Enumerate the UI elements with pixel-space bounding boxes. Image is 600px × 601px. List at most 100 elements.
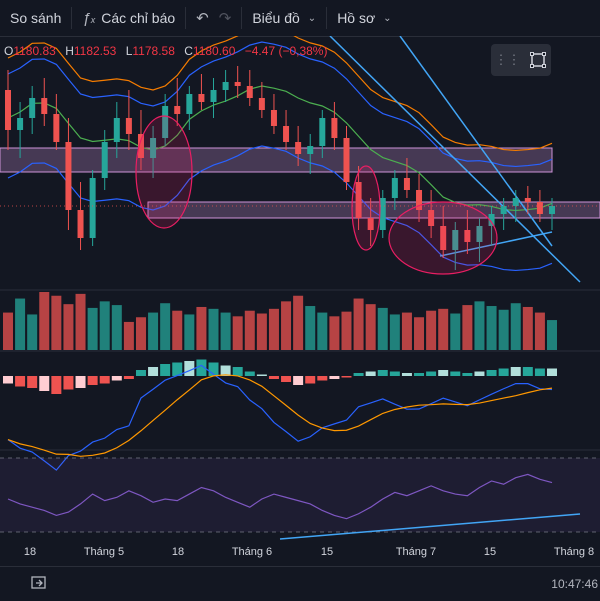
macd-histogram-bar xyxy=(232,367,243,376)
macd-histogram-bar xyxy=(438,370,449,376)
redo-icon: ↷ xyxy=(218,10,232,27)
macd-histogram-bar xyxy=(450,371,461,376)
macd-histogram-bar xyxy=(510,367,521,376)
resistance-zone xyxy=(0,147,553,173)
upper-band xyxy=(7,41,553,168)
volume-bar xyxy=(3,312,13,350)
macd-histogram-bar xyxy=(27,376,38,388)
toolbar-divider xyxy=(241,7,243,29)
time-axis[interactable]: 18 Tháng 5 18 Tháng 6 15 Tháng 7 15 Thán… xyxy=(0,540,600,566)
macd-histogram-bar xyxy=(268,376,279,379)
trend-line xyxy=(399,36,553,247)
undo-button[interactable]: ↶ xyxy=(186,0,219,36)
candle-body xyxy=(452,230,459,250)
fullscreen-icon[interactable] xyxy=(528,50,548,70)
rsi-trend-line xyxy=(279,513,581,540)
volume-bar xyxy=(462,305,473,350)
redo-button[interactable]: ↷ xyxy=(219,0,242,36)
macd-histogram-bar xyxy=(196,359,207,376)
macd-histogram-bar xyxy=(148,367,159,376)
candle-body xyxy=(295,142,302,154)
volume-bar xyxy=(329,316,340,350)
candle-body xyxy=(464,230,471,242)
candle-body xyxy=(162,106,169,138)
candle-body xyxy=(41,98,48,114)
candle-body xyxy=(355,182,362,218)
fx-icon: ƒx xyxy=(82,9,96,27)
trend-line xyxy=(329,36,581,283)
volume-bar xyxy=(123,321,134,350)
candle-body xyxy=(536,202,543,214)
candle-body xyxy=(65,142,72,210)
low-value: 1178.58 xyxy=(132,44,175,58)
compare-button[interactable]: So sánh xyxy=(0,0,71,36)
candle-body xyxy=(512,198,519,206)
time-label: 18 xyxy=(171,546,185,558)
macd-histogram-bar xyxy=(220,365,231,376)
highlight-ellipse xyxy=(388,201,498,275)
volume-bar xyxy=(401,312,412,350)
macd-histogram-bar xyxy=(111,376,122,381)
volume-bar xyxy=(486,306,497,350)
macd-histogram-bar xyxy=(51,376,62,394)
candle-body xyxy=(283,126,290,142)
undo-icon: ↶ xyxy=(196,10,209,27)
moving-average-orange xyxy=(7,36,553,152)
volume-bar xyxy=(341,311,352,350)
open-key: O xyxy=(4,44,14,58)
candle-body xyxy=(210,90,217,102)
price-chart[interactable] xyxy=(0,36,600,540)
volume-bar xyxy=(256,313,267,350)
candle-body xyxy=(89,178,96,238)
time-label: Tháng 8 xyxy=(553,546,595,558)
volume-bar xyxy=(547,320,557,350)
time-label: 15 xyxy=(320,546,334,558)
macd-histogram-bar xyxy=(414,373,425,376)
candle-body xyxy=(113,118,120,142)
candle-body xyxy=(137,134,144,158)
volume-bar xyxy=(498,309,509,350)
drag-handle-icon[interactable]: ⋮⋮ xyxy=(494,52,521,67)
profile-menu[interactable]: Hồ sơ ⌄ xyxy=(327,0,401,36)
volume-bar xyxy=(268,308,279,350)
indicators-button[interactable]: ƒx Các chỉ báo xyxy=(72,0,185,36)
macd-histogram-bar xyxy=(389,371,400,376)
volume-bar xyxy=(317,312,328,350)
macd-histogram-bar xyxy=(63,376,74,390)
candle-body xyxy=(524,198,531,202)
volume-bar xyxy=(75,293,86,350)
time-label: 15 xyxy=(483,546,497,558)
macd-histogram-bar xyxy=(87,376,98,385)
candle-body xyxy=(222,82,229,90)
toolbar-divider xyxy=(326,7,328,29)
macd-line xyxy=(7,364,553,471)
volume-bar xyxy=(87,307,98,350)
change-value: −4.47 (−0,38%) xyxy=(244,44,328,58)
high-key: H xyxy=(65,44,74,58)
macd-histogram-bar xyxy=(305,376,316,384)
macd-histogram-bar xyxy=(99,376,110,384)
candle-body xyxy=(476,226,483,242)
volume-bar xyxy=(208,308,219,350)
macd-histogram-bar xyxy=(353,373,364,376)
candle-body xyxy=(343,138,350,182)
candle-body xyxy=(403,178,410,190)
macd-histogram-bar xyxy=(341,376,352,378)
indicators-label: Các chỉ báo xyxy=(101,10,176,26)
macd-pane xyxy=(3,359,557,471)
candle-body xyxy=(150,138,157,158)
candle-body xyxy=(246,86,253,98)
open-value: 1180.83 xyxy=(13,44,56,58)
price-pane xyxy=(0,36,600,451)
chart-type-menu[interactable]: Biểu đồ ⌄ xyxy=(242,0,326,36)
rsi-band xyxy=(0,458,600,532)
volume-bar xyxy=(293,295,304,350)
volume-bar xyxy=(135,317,146,350)
highlight-ellipse xyxy=(351,165,381,251)
volume-pane xyxy=(3,292,557,350)
candle-body xyxy=(331,118,338,138)
volume-bar xyxy=(426,310,437,350)
volume-bar xyxy=(232,316,243,350)
toolbar-divider xyxy=(185,7,187,29)
replay-icon[interactable] xyxy=(30,575,48,594)
